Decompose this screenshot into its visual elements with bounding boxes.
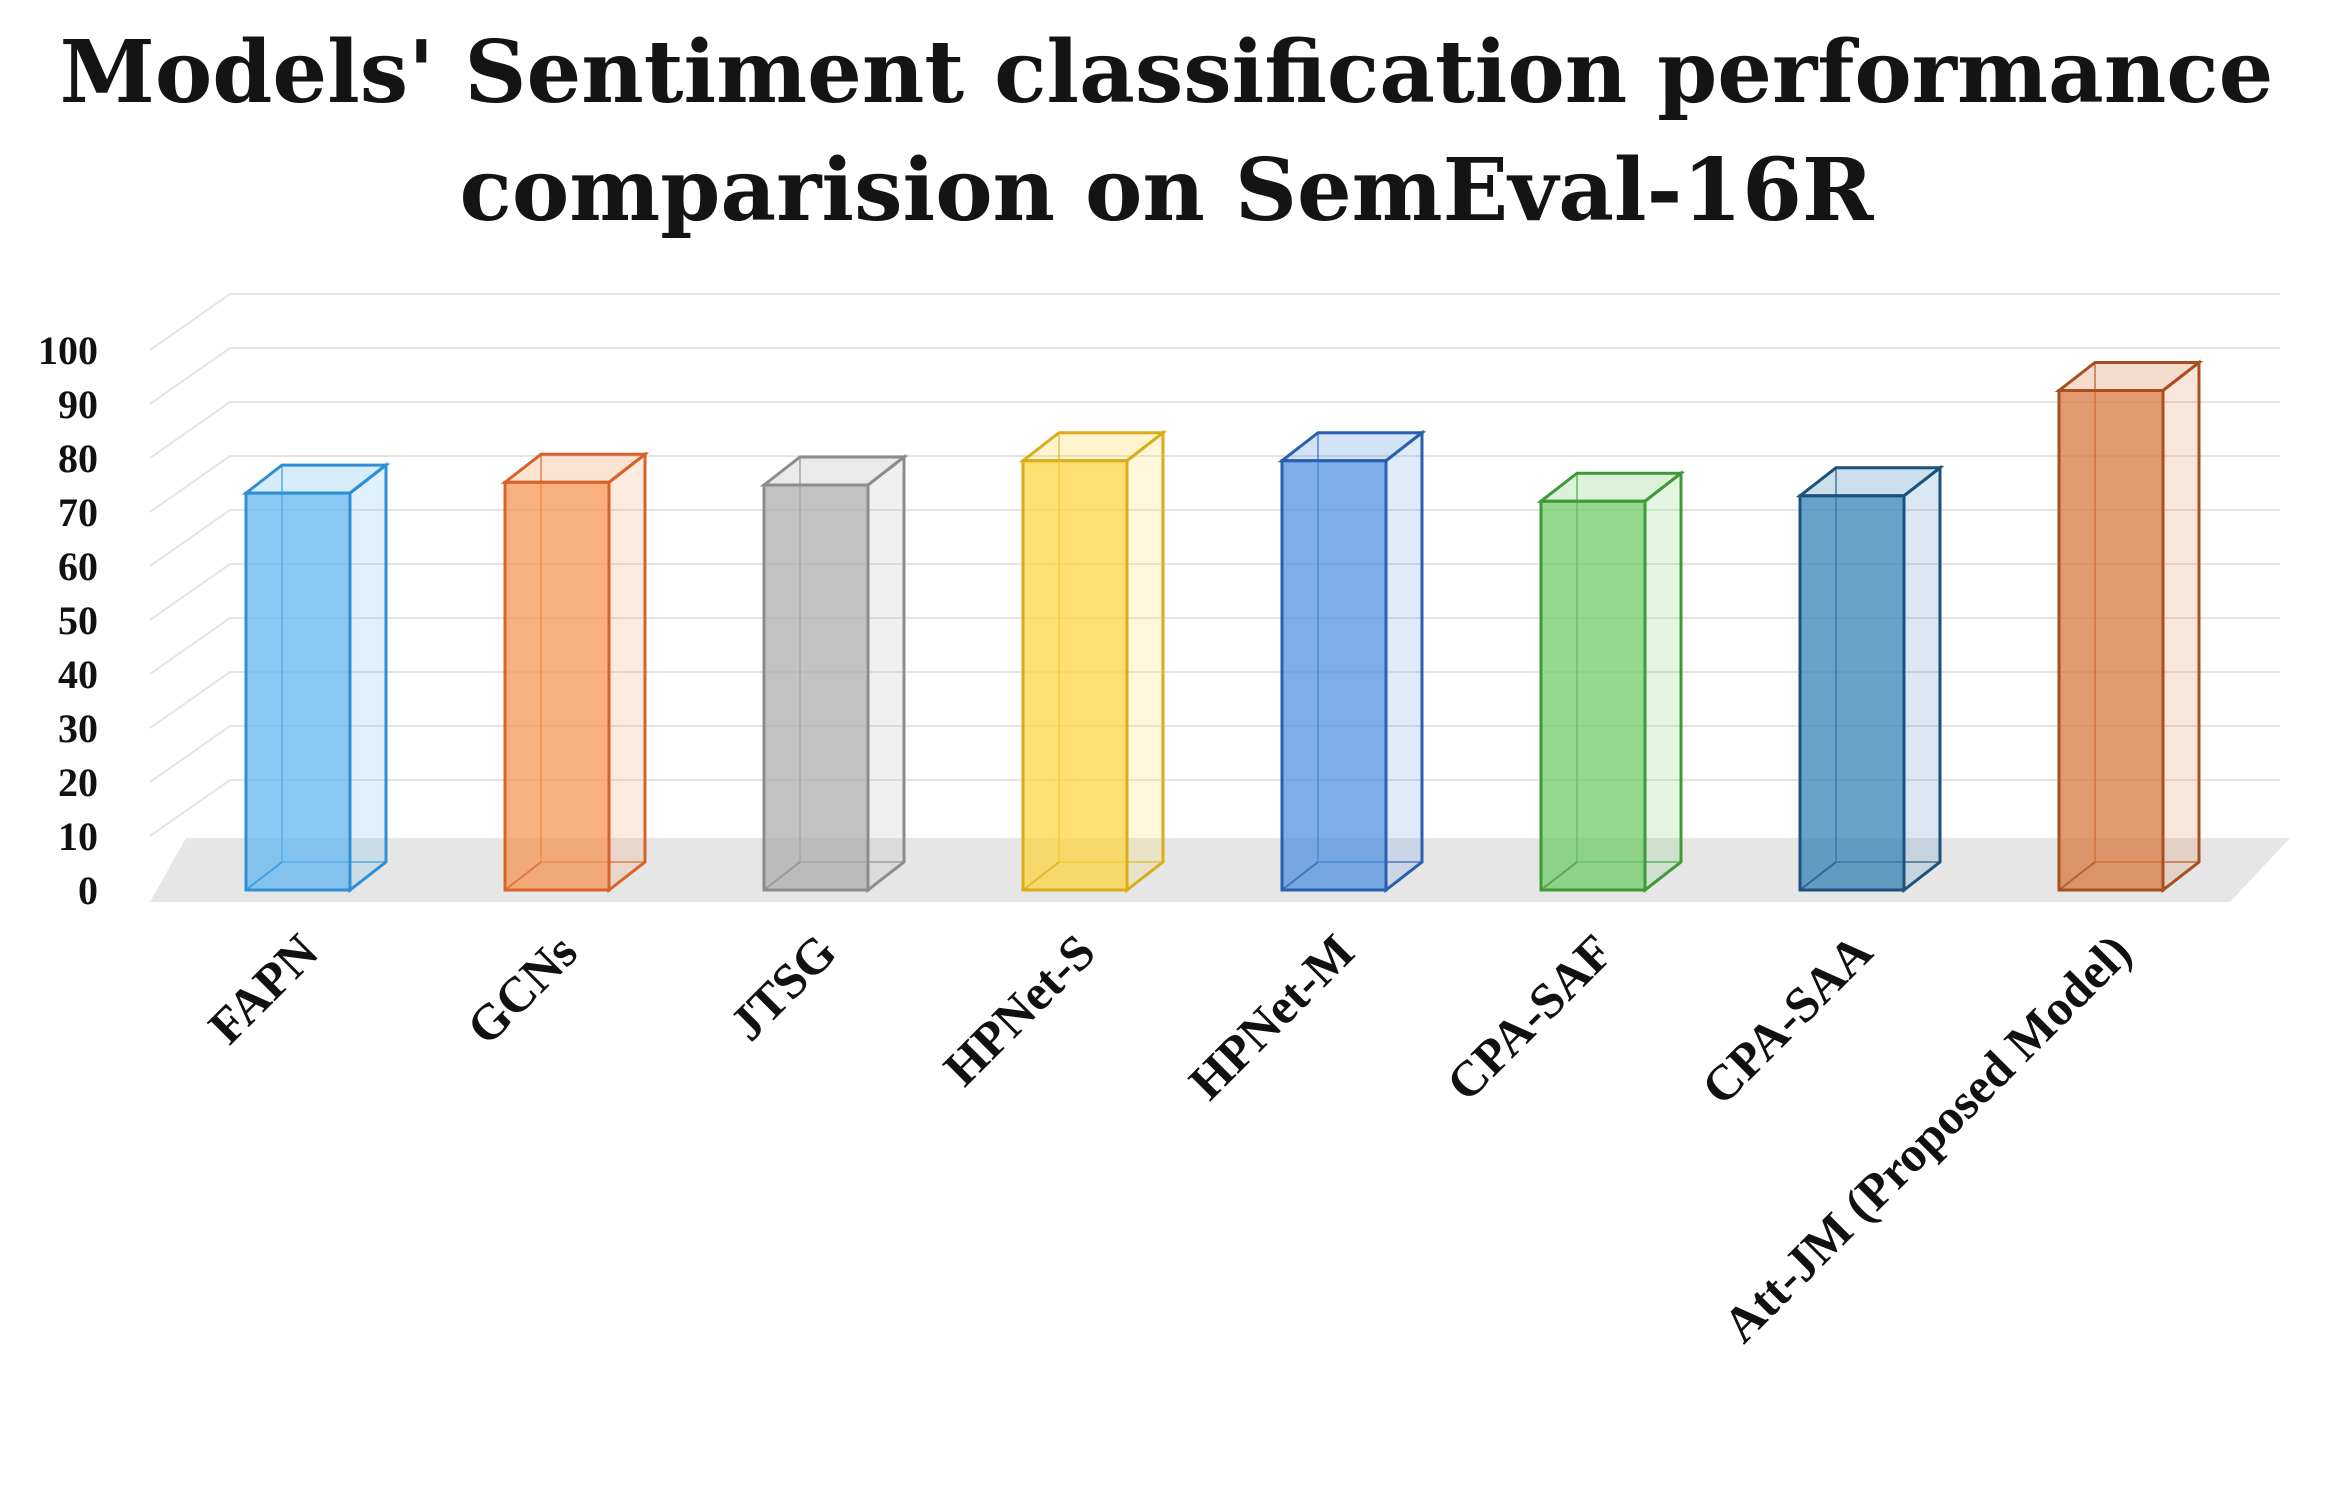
gridline — [149, 617, 2280, 675]
bar-inner-edge — [1799, 861, 1837, 891]
y-tick-label: 40 — [58, 652, 98, 697]
x-tick-label: CPA-SAF — [1435, 923, 1623, 1111]
x-tick-label: FAPN — [197, 923, 328, 1054]
x-tick-label: HPNet-S — [933, 923, 1106, 1096]
bar — [1536, 470, 1686, 894]
bar-side-face — [2161, 359, 2201, 894]
gridline — [149, 455, 2280, 513]
gridline — [149, 563, 2280, 621]
bar — [2054, 359, 2204, 894]
floor-plane — [150, 838, 2290, 902]
y-tick-label: 100 — [38, 328, 98, 373]
chart-floor — [150, 838, 2290, 902]
bar-side-face — [607, 451, 647, 894]
bar-side-face — [1384, 429, 1424, 894]
y-tick-label: 10 — [58, 814, 98, 859]
bar-front-face — [244, 491, 352, 892]
bar-inner-edge — [2058, 861, 2096, 891]
bar — [1795, 464, 1945, 894]
bar — [1277, 429, 1427, 894]
y-tick-label: 0 — [78, 868, 98, 913]
bar-inner-edge — [504, 861, 542, 891]
bar-inner-edge — [245, 861, 283, 891]
bar-front-face — [1798, 494, 1906, 892]
y-tick-label: 60 — [58, 544, 98, 589]
y-tick-label: 20 — [58, 760, 98, 805]
y-tick-label: 70 — [58, 490, 98, 535]
gridline — [149, 401, 2280, 459]
bar-front-face — [1280, 459, 1388, 892]
gridline — [149, 293, 2280, 351]
bar-front-face — [1539, 499, 1647, 892]
bar-inner-edge — [1022, 861, 1060, 891]
y-tick-label: 50 — [58, 598, 98, 643]
bar-side-face — [348, 462, 388, 894]
y-tick-label: 30 — [58, 706, 98, 751]
x-axis-labels: FAPN GCNs JTSG HPNet-S HPNet-M CPA-SAF CPA-SAA… — [197, 923, 2141, 1353]
bar-side-face — [1643, 470, 1683, 894]
bar-side-face — [1125, 429, 1165, 894]
chart-title-line-2: comparision on SemEval-16R — [459, 140, 1874, 241]
x-tick-label: GCNs — [456, 923, 588, 1055]
chart-title: Models' Sentiment classification perform… — [0, 14, 2333, 250]
bar-inner-edge — [1540, 861, 1578, 891]
bar — [759, 453, 909, 894]
bar-front-face — [1021, 459, 1129, 892]
gridline — [149, 509, 2280, 567]
y-tick-label: 80 — [58, 436, 98, 481]
x-tick-label: JTSG — [719, 923, 847, 1051]
bar-inner-edge — [1281, 861, 1319, 891]
bar-front-face — [503, 480, 611, 892]
bar-front-face — [762, 483, 870, 892]
x-tick-label: Att-JM (Proposed Model) — [1712, 923, 2142, 1353]
chart-title-line-1: Models' Sentiment classification perform… — [59, 22, 2274, 123]
bar — [500, 451, 650, 894]
bar-front-face — [2057, 389, 2165, 892]
bar-side-face — [866, 453, 906, 894]
bar — [241, 462, 391, 894]
x-tick-label: HPNet-M — [1178, 923, 1365, 1110]
bar — [1018, 429, 1168, 894]
gridline — [149, 347, 2280, 405]
gridlines — [149, 293, 2280, 837]
y-axis-ticks: 0 10 20 30 40 50 60 70 80 90 100 — [38, 328, 98, 913]
bar-side-face — [1902, 464, 1942, 894]
bars — [241, 359, 2204, 894]
y-tick-label: 90 — [58, 382, 98, 427]
gridline — [149, 725, 2280, 783]
x-tick-label: CPA-SAA — [1691, 923, 1883, 1115]
gridline — [149, 671, 2280, 729]
bar-inner-edge — [763, 861, 801, 891]
gridline — [149, 779, 2280, 837]
